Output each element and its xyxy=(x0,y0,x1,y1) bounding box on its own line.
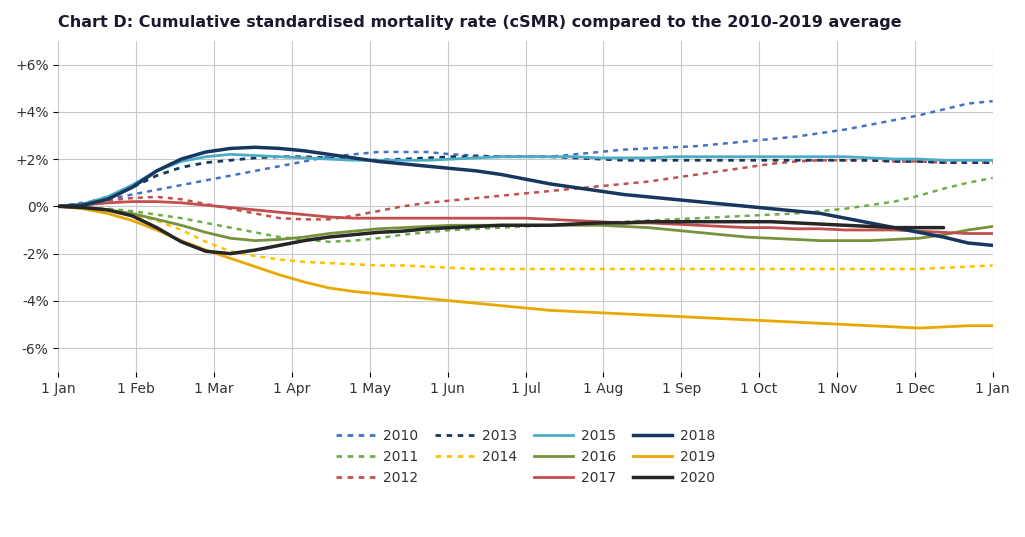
Text: Chart D: Cumulative standardised mortality rate (cSMR) compared to the 2010-2019: Chart D: Cumulative standardised mortali… xyxy=(58,15,902,30)
Legend: 2010, 2011, 2012, 2013, 2014, , 2015, 2016, 2017, 2018, 2019, 2020: 2010, 2011, 2012, 2013, 2014, , 2015, 20… xyxy=(330,424,721,491)
